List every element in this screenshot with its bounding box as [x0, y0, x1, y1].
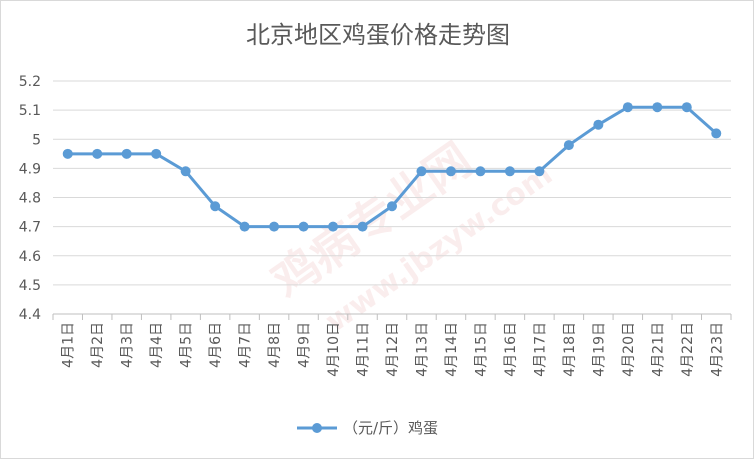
x-tick-label: 4月23日 — [709, 322, 725, 377]
x-tick-label: 4月6日 — [208, 322, 224, 368]
data-point — [681, 102, 692, 113]
data-point — [416, 166, 427, 177]
y-tick-label: 4.4 — [19, 307, 41, 323]
x-tick-label: 4月13日 — [414, 322, 430, 377]
legend: （元/斤）鸡蛋 — [297, 419, 438, 437]
x-tick-label: 4月7日 — [238, 322, 254, 368]
x-tick-label: 4月10日 — [326, 322, 342, 377]
x-tick-label: 4月21日 — [650, 322, 666, 377]
data-point — [269, 221, 280, 232]
x-tick-label: 4月8日 — [267, 322, 283, 368]
data-point — [563, 140, 574, 151]
series-group — [62, 102, 722, 232]
legend-label: （元/斤）鸡蛋 — [343, 419, 438, 437]
data-point — [504, 166, 515, 177]
y-tick-label: 4.8 — [19, 191, 41, 207]
data-point — [180, 166, 191, 177]
x-tick-label: 4月15日 — [473, 322, 489, 377]
x-tick-label: 4月3日 — [120, 322, 136, 368]
data-point — [151, 148, 162, 159]
x-tick-label: 4月12日 — [385, 322, 401, 377]
y-tick-label: 5.2 — [19, 74, 41, 90]
y-axis: 4.4 4.5 4.6 4.7 4.8 4.9 5 5.1 5.2 — [19, 74, 41, 323]
x-tick-label: 4月20日 — [621, 322, 637, 377]
data-point — [622, 102, 633, 113]
x-tick-label: 4月18日 — [562, 322, 578, 377]
data-point — [210, 201, 221, 212]
gridlines — [53, 80, 731, 315]
data-point — [475, 166, 486, 177]
data-point — [445, 166, 456, 177]
data-point — [652, 102, 663, 113]
x-axis: 4月1日 4月2日 4月3日 4月4日 4月5日 4月6日 4月7日 4月8日 4月9日 4月10… — [52, 314, 732, 377]
x-tick-label: 4月9日 — [297, 322, 313, 368]
x-tick-label: 4月17日 — [532, 322, 548, 377]
x-tick-label: 4月5日 — [179, 322, 195, 368]
x-tick-label: 4月11日 — [356, 322, 372, 377]
data-point — [387, 201, 397, 212]
x-tick-label: 4月14日 — [444, 322, 460, 377]
y-tick-label: 4.9 — [19, 161, 41, 177]
data-point — [298, 221, 309, 232]
chart-title: 北京地区鸡蛋价格走势图 — [246, 21, 510, 49]
data-point — [62, 148, 73, 159]
legend-dot-marker — [312, 423, 322, 433]
y-tick-label: 5.1 — [19, 103, 41, 119]
x-tick-label: 4月16日 — [503, 322, 519, 377]
y-tick-label: 4.7 — [19, 220, 41, 236]
data-point — [92, 148, 103, 159]
x-tick-label: 4月22日 — [680, 322, 696, 377]
data-point — [239, 221, 250, 232]
y-tick-label: 5 — [32, 132, 41, 148]
x-tick-label: 4月4日 — [149, 322, 165, 368]
data-point — [357, 221, 368, 232]
data-point — [711, 128, 722, 139]
x-tick-label: 4月1日 — [61, 322, 77, 368]
data-point — [121, 148, 132, 159]
data-point — [534, 166, 545, 177]
x-tick-label: 4月2日 — [90, 322, 106, 368]
data-point — [593, 119, 604, 130]
y-tick-label: 4.6 — [19, 249, 41, 265]
data-point — [328, 221, 339, 232]
x-tick-label: 4月19日 — [591, 322, 607, 377]
y-tick-label: 4.5 — [19, 278, 41, 294]
